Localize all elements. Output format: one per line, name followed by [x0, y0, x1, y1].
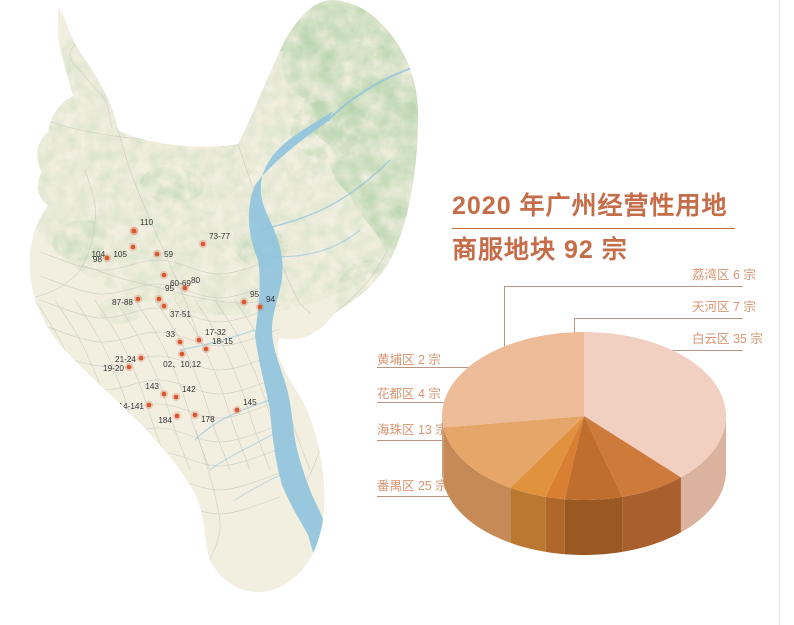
svg-text:37-51: 37-51 — [170, 310, 191, 319]
svg-text:73-77: 73-77 — [209, 232, 230, 241]
svg-text:114-141: 114-141 — [115, 402, 145, 411]
svg-text:95: 95 — [165, 284, 175, 293]
svg-text:95: 95 — [250, 290, 260, 299]
svg-text:02、10,12: 02、10,12 — [163, 360, 201, 369]
svg-text:87-88: 87-88 — [112, 298, 133, 307]
svg-text:142: 142 — [182, 385, 196, 394]
svg-text:80: 80 — [191, 276, 201, 285]
svg-text:18-15: 18-15 — [212, 337, 233, 346]
svg-text:98: 98 — [93, 255, 103, 264]
svg-text:94: 94 — [266, 295, 276, 304]
svg-text:178: 178 — [201, 415, 215, 424]
svg-text:21-24: 21-24 — [115, 355, 136, 364]
svg-text:110: 110 — [140, 218, 153, 227]
svg-text:17-32: 17-32 — [205, 328, 226, 337]
svg-text:59: 59 — [164, 250, 174, 259]
svg-text:143: 143 — [145, 382, 159, 391]
svg-text:33: 33 — [166, 330, 176, 339]
svg-text:19-20: 19-20 — [103, 364, 124, 373]
svg-text:184: 184 — [158, 416, 172, 425]
svg-text:145: 145 — [243, 398, 257, 407]
